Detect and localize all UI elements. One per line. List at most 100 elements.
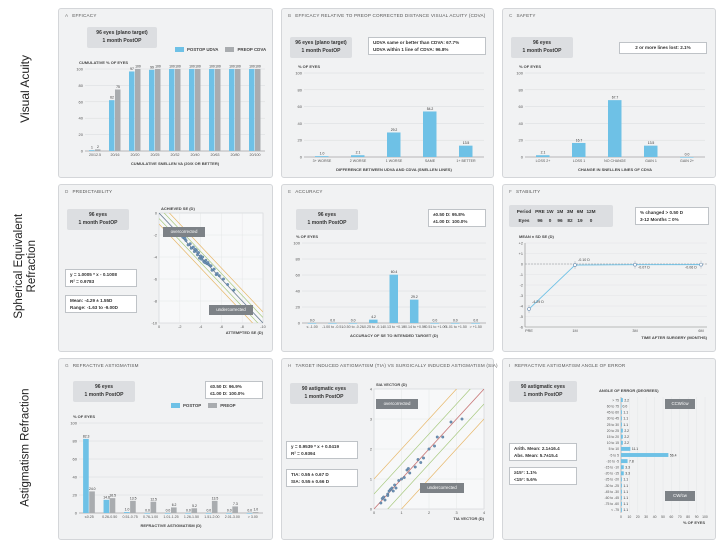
- y-tick-label: 60: [298, 104, 303, 109]
- panel-letter: H: [288, 363, 292, 368]
- y-tick-label: 80: [519, 87, 524, 92]
- x-tick-label: 3: [455, 511, 457, 515]
- data-point: [460, 417, 464, 421]
- data-point: [217, 274, 221, 278]
- panel-predictability: D PREDICTABILITY 96 eyes 1 month PostOP y…: [58, 184, 273, 352]
- bar: [608, 100, 622, 157]
- period-header: Period: [516, 209, 532, 214]
- panel-efficacy: A EFFICACY 96 eyes (plano target) 1 month…: [58, 8, 273, 178]
- bar: [389, 274, 398, 323]
- x-axis-label: TIA VECTOR (D): [453, 516, 484, 521]
- data-label: 1.1: [623, 502, 628, 506]
- y-tick-label: -20 to -15: [604, 472, 619, 476]
- period-3m: 3M: [566, 209, 574, 214]
- row-label-astigmatism: Astigmatism Refraction: [0, 358, 52, 538]
- y-axis-label: ANGLE OF ERROR (DEGREES): [599, 388, 659, 393]
- data-label: 24.0: [89, 487, 96, 491]
- y-tick-label: -3: [520, 294, 523, 298]
- stats-box: 2 or more lines lost: 2.1%: [619, 42, 707, 54]
- x-tick-label: +1.01 to +1.50: [444, 325, 467, 329]
- bar: [621, 477, 622, 482]
- x-tick-label: 1: [400, 511, 402, 515]
- y-tick-label: 0: [521, 155, 524, 160]
- y-axis-label: % OF EYES: [298, 64, 320, 69]
- data-point: [226, 283, 230, 286]
- y-tick-label: 20: [519, 138, 524, 143]
- x-axis-label: REFRACTIVE ASTIGMATISM (D): [141, 523, 203, 528]
- data-label: 14.6: [103, 495, 110, 499]
- ccw-label: CCW/cw: [665, 399, 695, 409]
- x-tick-label: -8: [241, 325, 244, 329]
- data-point: [198, 256, 202, 260]
- info-line-2: 1 month PostOP: [301, 47, 341, 54]
- bar: [621, 501, 622, 506]
- y-tick-label: 20: [79, 132, 84, 137]
- bar: [621, 495, 622, 500]
- undercorrected-label: undercorrected: [420, 483, 464, 493]
- x-tick-label: -1.00 to -0.51: [322, 325, 343, 329]
- data-label: 1.1: [623, 484, 628, 488]
- data-label: -0.07 D: [638, 266, 650, 270]
- data-label: 1.0: [320, 152, 325, 156]
- y-tick-label: -10: [152, 321, 158, 325]
- y-tick-label: 20: [298, 138, 303, 143]
- x-tick-label: 0: [620, 515, 622, 519]
- data-point: [212, 267, 216, 271]
- y-tick-label: 40: [296, 289, 301, 294]
- data-point: [188, 242, 192, 246]
- angle-of-error-chart: 0 10 20 30 40 50 60 70 80 90 100 2.2 > 75 0.0 60 to 75…: [599, 388, 708, 525]
- stats-box: ±0.50 D: 95.8% ±1.00 D: 100.0%: [428, 209, 486, 227]
- panel-letter: A: [65, 13, 69, 18]
- panel-letter: D: [65, 189, 69, 194]
- bar: [621, 471, 624, 476]
- bar: [205, 513, 212, 514]
- stat-line-1: % changed > 0.50 D: [640, 210, 684, 215]
- info-line-1: 90 astigmatic eyes: [301, 386, 347, 392]
- bar: [144, 513, 151, 514]
- bar: [191, 508, 198, 513]
- info-line-1: 96 eyes: [317, 212, 337, 218]
- stat-line-1: 2 or more lines lost: 2.1%: [635, 45, 691, 50]
- y-tick-label: 40: [519, 121, 524, 126]
- x-tick-label: NO CHANGE: [604, 159, 626, 163]
- data-label: 13.5: [463, 141, 470, 145]
- bar: [459, 145, 473, 157]
- bar: [249, 69, 255, 151]
- x-tick-label: GAIN 1: [645, 159, 657, 163]
- data-label: 54.2: [427, 107, 434, 111]
- data-label: 2.1: [356, 151, 361, 155]
- x-tick-label: 0: [158, 325, 160, 329]
- period-12m: 12M: [586, 209, 596, 214]
- legend-label-postop: POSTOP UDVA: [187, 47, 219, 52]
- data-label: 0.0: [227, 509, 232, 513]
- panel-title-text: REFRACTIVE ASTIGMATISM ANGLE OF ERROR: [514, 363, 626, 368]
- data-point: [573, 263, 577, 267]
- x-tick-label: 30: [644, 515, 648, 519]
- data-point: [201, 255, 205, 259]
- bar: [621, 434, 623, 439]
- y-tick-label: 0: [300, 155, 303, 160]
- data-point: [435, 435, 439, 439]
- band-0-5-upper: [374, 389, 471, 495]
- regression-equation: y = 0.9539 * x + 0.0419: [291, 444, 340, 449]
- x-tick-label: 3M: [632, 329, 637, 333]
- bar: [621, 410, 622, 415]
- data-point: [215, 272, 219, 275]
- data-label: 1.0: [253, 508, 258, 512]
- data-point: [183, 236, 187, 240]
- bar: [621, 465, 624, 470]
- y-tick-label: -45 to -30: [604, 490, 619, 494]
- y-tick-label: 45 to 60: [607, 411, 619, 415]
- bar: [211, 500, 218, 513]
- panel-title: D PREDICTABILITY: [65, 189, 112, 194]
- stats-box: ≤0.50 D: 96.9% ≤1.00 D: 100.0%: [205, 381, 263, 399]
- x-axis-label: ACCURACY OF SE TO INTENDED TARGET (D): [350, 333, 439, 338]
- bar: [123, 512, 130, 513]
- data-label: 0.0: [351, 319, 356, 323]
- data-label: 100: [169, 65, 175, 69]
- bar: [226, 513, 232, 514]
- bar: [155, 69, 161, 151]
- info-line-1: 96 eyes: [532, 40, 552, 46]
- x-tick-label: 1M: [572, 329, 577, 333]
- data-point: [387, 489, 391, 493]
